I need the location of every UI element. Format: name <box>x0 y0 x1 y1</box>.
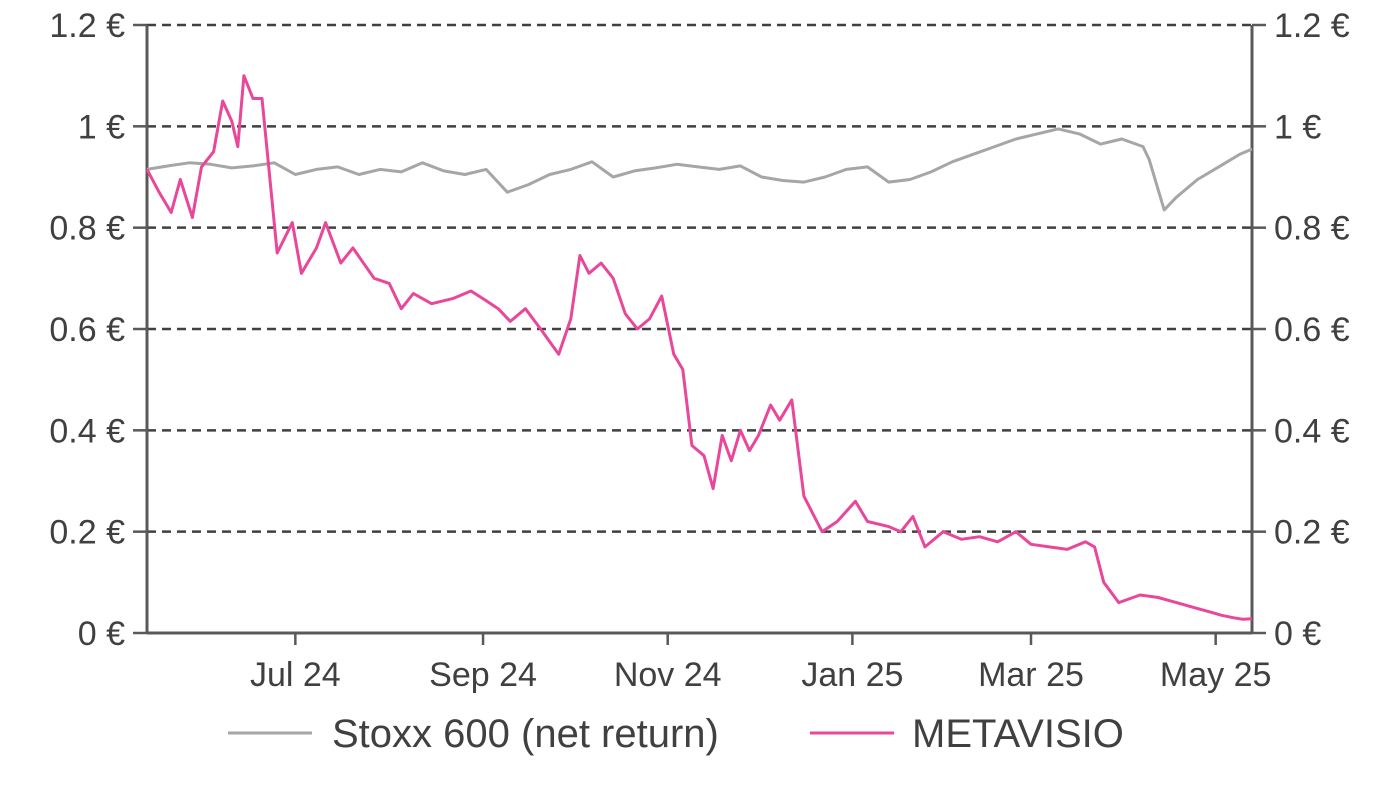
y-tick-label-right: 0.8 € <box>1274 210 1350 248</box>
series-lines <box>145 74 1253 621</box>
legend-label: Stoxx 600 (net return) <box>332 712 719 756</box>
y-tick-label-right: 0 € <box>1274 615 1321 653</box>
y-tick-label-right: 0.2 € <box>1274 514 1350 552</box>
legend-label: METAVISIO <box>912 712 1124 756</box>
y-tick-label-right: 0.6 € <box>1274 311 1350 349</box>
x-tick-label: Jan 25 <box>801 656 903 694</box>
tick-labels: 0 € 0 € 0.2 € 0.2 € 0.4 € 0.4 € 0.6 € 0.6 € 0.8 … <box>49 7 1349 694</box>
y-tick-label-left: 0 € <box>78 615 125 653</box>
y-tick-label-right: 1.2 € <box>1274 7 1350 45</box>
y-tick-label-left: 0.4 € <box>49 412 125 450</box>
y-tick-label-right: 1 € <box>1274 108 1321 146</box>
grid-lines <box>147 23 1252 533</box>
y-tick-label-left: 0.2 € <box>49 514 125 552</box>
x-tick-label: Nov 24 <box>614 656 722 694</box>
series-line-stoxx-600-net-return <box>146 127 1253 212</box>
y-tick-label-left: 1 € <box>78 108 125 146</box>
y-tick-label-left: 0.8 € <box>49 210 125 248</box>
x-tick-label: Mar 25 <box>978 656 1084 694</box>
x-tick-label: Sep 24 <box>429 656 537 694</box>
axes <box>133 23 1266 645</box>
legend: Stoxx 600 (net return) METAVISIO <box>228 712 1124 756</box>
y-tick-label-right: 0.4 € <box>1274 412 1350 450</box>
x-tick-label: May 25 <box>1160 656 1272 694</box>
y-tick-label-left: 1.2 € <box>49 7 125 45</box>
series-line-metavisio <box>145 74 1253 621</box>
x-tick-label: Jul 24 <box>250 656 341 694</box>
y-tick-label-left: 0.6 € <box>49 311 125 349</box>
